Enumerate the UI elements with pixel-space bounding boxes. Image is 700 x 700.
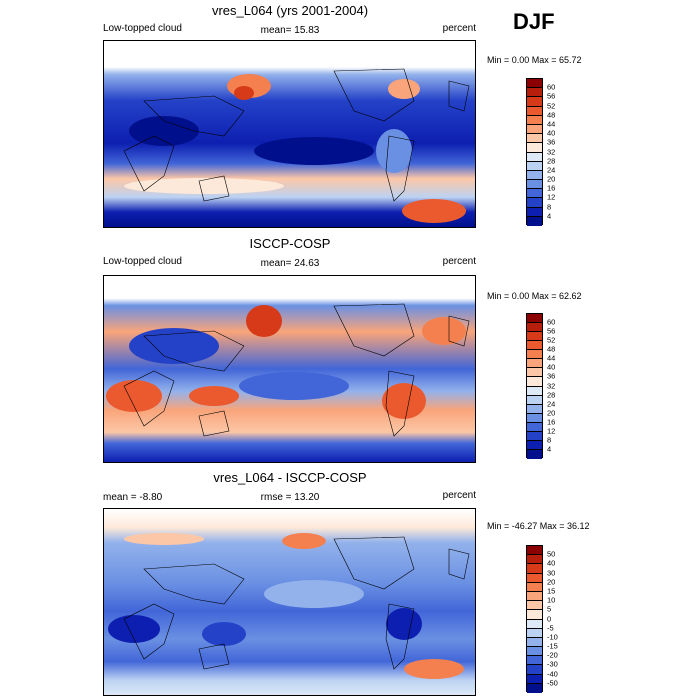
tick-label: 50: [547, 549, 556, 559]
tick-label: 15: [547, 586, 556, 596]
tick-label: -50: [547, 678, 558, 688]
variable-label: Low-topped cloud: [103, 23, 182, 34]
tick-label: 24: [547, 165, 556, 175]
tick-label: 40: [547, 362, 556, 372]
rmse-label: rmse = 13.20: [260, 492, 320, 503]
tick-label: 52: [547, 335, 556, 345]
colorbar: [526, 313, 543, 459]
tick-label: 48: [547, 344, 556, 354]
tick-label: 28: [547, 390, 556, 400]
tick-label: 36: [547, 137, 556, 147]
tick-label: 4: [547, 211, 552, 221]
mean-label: mean= 15.83: [260, 25, 320, 36]
panel-title: ISCCP-COSP: [249, 236, 331, 251]
map-plot: [103, 275, 476, 463]
tick-label: -15: [547, 641, 558, 651]
tick-label: 10: [547, 595, 556, 605]
tick-label: 60: [547, 82, 556, 92]
tick-label: 8: [547, 435, 552, 445]
tick-label: 44: [547, 119, 556, 129]
tick-label: 40: [547, 128, 556, 138]
tick-label: 40: [547, 558, 556, 568]
tick-label: -10: [547, 632, 558, 642]
tick-label: 16: [547, 417, 556, 427]
tick-label: 32: [547, 381, 556, 390]
min-max-label: Min = 0.00 Max = 62.62: [487, 291, 582, 301]
map-field: [104, 41, 475, 227]
tick-label: -40: [547, 669, 558, 679]
tick-label: 36: [547, 371, 556, 381]
tick-label: 20: [547, 577, 556, 587]
tick-label: -20: [547, 650, 558, 660]
min-max-label: Min = -46.27 Max = 36.12: [487, 521, 590, 531]
map-field: [104, 276, 475, 462]
units-label: percent: [442, 490, 476, 501]
tick-label: 30: [547, 568, 556, 578]
colorbar-ticks: 50 40 30 20 15 10 5 0 -5 -10 -15 -20 -30…: [547, 545, 577, 692]
season-label: DJF: [513, 9, 555, 34]
tick-label: 60: [547, 317, 556, 327]
tick-label: 8: [547, 202, 552, 212]
units-label: percent: [442, 23, 476, 34]
mean-label: mean= 24.63: [260, 258, 320, 269]
variable-label: Low-topped cloud: [103, 256, 182, 267]
min-max-label: Min = 0.00 Max = 65.72: [487, 55, 582, 65]
panel-title: vres_L064 - ISCCP-COSP: [213, 470, 367, 485]
tick-label: 48: [547, 110, 556, 120]
tick-label: 5: [547, 604, 552, 614]
tick-label: 20: [547, 174, 556, 184]
colorbar: [526, 545, 543, 693]
tick-label: 12: [547, 426, 556, 436]
tick-label: 0: [547, 614, 552, 623]
tick-label: -5: [547, 623, 554, 633]
tick-label: 28: [547, 156, 556, 166]
colorbar-ticks: 60 56 52 48 44 40 36 32 28 24 20 16 12 8…: [547, 313, 577, 458]
tick-label: 44: [547, 353, 556, 363]
colorbar-ticks: 60 56 52 48 44 40 36 32 28 24 20 16 12 8…: [547, 78, 577, 225]
tick-label: 4: [547, 444, 552, 454]
map-plot: [103, 508, 476, 696]
panel-title: vres_L064 (yrs 2001-2004): [211, 3, 369, 18]
tick-label: 56: [547, 326, 556, 336]
tick-label: 16: [547, 183, 556, 193]
map-plot: [103, 40, 476, 228]
map-field: [104, 509, 475, 695]
units-label: percent: [442, 256, 476, 267]
tick-label: -30: [547, 659, 558, 669]
tick-label: 52: [547, 101, 556, 111]
tick-label: 20: [547, 408, 556, 418]
tick-label: 56: [547, 91, 556, 101]
tick-label: 24: [547, 399, 556, 409]
difference-mean-label: mean = -8.80: [103, 492, 163, 503]
tick-label: 12: [547, 192, 556, 202]
tick-label: 32: [547, 147, 556, 156]
colorbar: [526, 78, 543, 226]
